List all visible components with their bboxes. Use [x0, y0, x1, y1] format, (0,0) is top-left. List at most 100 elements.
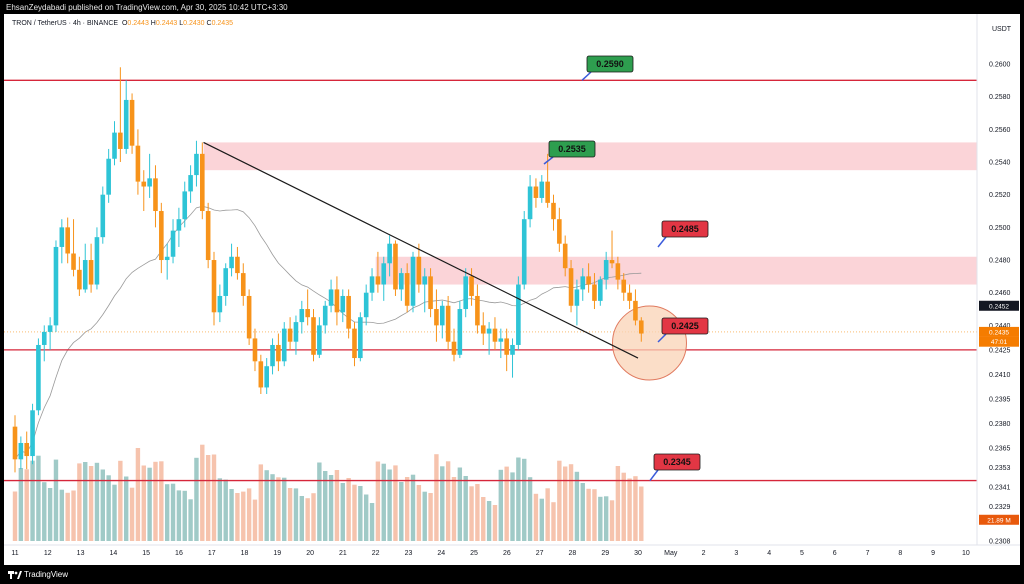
callout-box[interactable] [661, 317, 709, 335]
candle-body[interactable] [322, 305, 328, 326]
candle-body[interactable] [393, 243, 398, 290]
candle-body[interactable] [521, 219, 527, 285]
candle-body[interactable] [94, 237, 100, 285]
candle-body[interactable] [510, 344, 515, 355]
candle-body[interactable] [223, 268, 229, 296]
candle-body[interactable] [77, 269, 82, 290]
candle-body[interactable] [36, 344, 41, 411]
candle-body[interactable] [299, 309, 305, 323]
candle-body[interactable] [112, 132, 117, 159]
candle-body[interactable] [118, 132, 123, 149]
candle-body[interactable] [328, 289, 334, 306]
candle-body[interactable] [375, 276, 381, 285]
candle-body[interactable] [188, 175, 193, 192]
candle-body[interactable] [633, 300, 638, 321]
candle-body[interactable] [486, 328, 492, 334]
candle-body[interactable] [258, 361, 264, 388]
callout-box[interactable] [548, 140, 596, 158]
candle-body[interactable] [480, 325, 486, 334]
chart-panel[interactable]: 0.2590 0.2535 0.2485 0.2425 0.2345 USDT 0.26… [4, 14, 1020, 565]
candle-body[interactable] [358, 317, 363, 359]
callout-box[interactable] [661, 220, 709, 238]
candle-body[interactable] [153, 178, 158, 212]
candle-body[interactable] [352, 328, 357, 359]
candle-body[interactable] [100, 194, 106, 238]
trendline[interactable] [203, 141, 639, 359]
candles[interactable] [12, 67, 644, 473]
candle-body[interactable] [281, 328, 287, 362]
candle-body[interactable] [12, 426, 18, 460]
candle-body[interactable] [18, 442, 24, 460]
candle-body[interactable] [492, 328, 498, 342]
candle-body[interactable] [551, 202, 556, 220]
candle-body[interactable] [545, 181, 550, 203]
candle-body[interactable] [176, 219, 182, 231]
candle-body[interactable] [293, 322, 299, 342]
candle-body[interactable] [463, 276, 468, 310]
candle-body[interactable] [346, 295, 351, 329]
price-chart[interactable]: 0.2590 0.2535 0.2485 0.2425 0.2345 USDT 0.26… [4, 14, 1020, 565]
callout-box[interactable] [586, 55, 634, 73]
candle-body[interactable] [416, 256, 422, 285]
candle-body[interactable] [369, 276, 375, 293]
descending-trendline[interactable] [203, 141, 639, 359]
candle-body[interactable] [106, 158, 111, 195]
candle-body[interactable] [363, 292, 369, 318]
candle-body[interactable] [340, 295, 346, 313]
candle-body[interactable] [410, 256, 416, 306]
candle-body[interactable] [334, 289, 340, 313]
candle-body[interactable] [598, 279, 603, 301]
candle-body[interactable] [41, 331, 47, 345]
candle-body[interactable] [539, 181, 545, 198]
candle-body[interactable] [200, 153, 205, 212]
candle-body[interactable] [586, 276, 591, 285]
candle-body[interactable] [53, 246, 59, 326]
candle-body[interactable] [434, 309, 439, 326]
candle-body[interactable] [159, 211, 164, 261]
candle-body[interactable] [574, 289, 580, 306]
candle-body[interactable] [123, 99, 129, 149]
candle-body[interactable] [638, 320, 644, 334]
candle-body[interactable] [164, 256, 170, 261]
candle-body[interactable] [562, 243, 568, 269]
candle-body[interactable] [65, 227, 70, 254]
candle-body[interactable] [205, 211, 211, 261]
candle-body[interactable] [404, 273, 410, 306]
candle-body[interactable] [229, 256, 234, 269]
candle-body[interactable] [276, 344, 281, 362]
candle-body[interactable] [182, 191, 188, 220]
candle-body[interactable] [71, 253, 76, 270]
price-callouts[interactable]: 0.2590 0.2535 0.2485 0.2425 0.2345 [543, 55, 709, 482]
candle-body[interactable] [445, 305, 451, 342]
candle-body[interactable] [580, 276, 586, 290]
candle-body[interactable] [609, 260, 615, 264]
candle-body[interactable] [504, 338, 509, 355]
candle-body[interactable] [533, 186, 539, 198]
candle-body[interactable] [615, 263, 621, 280]
callout-box[interactable] [653, 453, 701, 471]
candle-body[interactable] [627, 292, 632, 301]
candle-body[interactable] [603, 260, 609, 280]
candle-body[interactable] [516, 284, 521, 345]
candle-body[interactable] [246, 295, 252, 339]
candle-body[interactable] [475, 295, 480, 326]
candle-body[interactable] [82, 260, 88, 290]
candle-body[interactable] [211, 260, 217, 313]
candle-body[interactable] [557, 219, 562, 244]
candle-body[interactable] [129, 99, 135, 146]
candle-body[interactable] [47, 325, 53, 332]
candle-body[interactable] [240, 273, 246, 296]
candle-body[interactable] [621, 279, 627, 293]
candle-body[interactable] [399, 273, 404, 290]
candle-body[interactable] [88, 260, 94, 285]
candle-body[interactable] [568, 268, 574, 306]
candle-body[interactable] [170, 230, 176, 257]
candle-body[interactable] [457, 309, 463, 355]
candle-body[interactable] [252, 338, 258, 362]
candle-body[interactable] [264, 366, 269, 388]
candle-body[interactable] [387, 243, 392, 264]
candle-body[interactable] [439, 305, 445, 326]
candle-body[interactable] [422, 276, 428, 285]
candle-body[interactable] [24, 442, 30, 457]
candle-body[interactable] [317, 325, 322, 355]
